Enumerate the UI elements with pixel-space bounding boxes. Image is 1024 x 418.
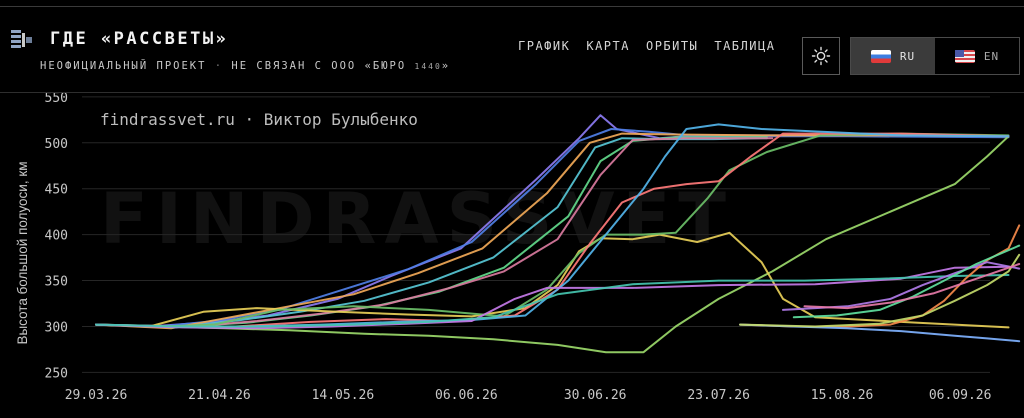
nav-link-map[interactable]: КАРТА (586, 39, 630, 53)
main-nav: ГРАФИК КАРТА ОРБИТЫ ТАБЛИЦА (518, 39, 775, 53)
subtitle-number: 1440 (414, 62, 442, 71)
nav-link-table[interactable]: ТАБЛИЦА (714, 39, 776, 53)
satellite-series-line-9[interactable] (95, 132, 1010, 328)
x-tick-label: 15.08.26 (811, 388, 874, 403)
satellite-series-line-16[interactable] (739, 253, 1021, 328)
satellite-series-line-7[interactable] (95, 135, 1010, 354)
nav-link-orbits[interactable]: ОРБИТЫ (645, 39, 699, 53)
x-tick-label: 21.04.26 (188, 388, 251, 403)
x-tick-label: 30.06.26 (564, 388, 627, 403)
language-switch: RU EN (850, 37, 1020, 75)
satellite-series-line-10[interactable] (95, 132, 1010, 328)
y-tick-label: 550 (45, 93, 68, 106)
subtitle-disclaimer: НЕ СВЯЗАН С ООО «БЮРО (231, 60, 407, 72)
ru-flag-icon (870, 49, 891, 63)
site-subtitle: НЕОФИЦИАЛЬНЫЙ ПРОЕКТ · НЕ СВЯЗАН С ООО «… (40, 60, 450, 72)
semi-major-axis-chart: FINDRASSVET 250 300 350 400 450 500 550 29.03.… (15, 93, 1021, 403)
y-axis-label: Высота большой полуоси, км (15, 161, 30, 344)
satellite-series-line-3[interactable] (95, 132, 1010, 330)
lang-en-button[interactable]: EN (935, 38, 1019, 74)
satellite-series-line-15[interactable] (739, 323, 1021, 343)
chart-watermark: FINDRASSVET (100, 178, 734, 260)
lang-ru-button[interactable]: RU (851, 38, 935, 74)
subtitle-main: НЕОФИЦИАЛЬНЫЙ ПРОЕКТ (40, 60, 207, 72)
y-tick-label: 300 (45, 320, 68, 335)
x-tick-label: 06.06.26 (435, 388, 498, 403)
y-tick-label: 250 (45, 366, 68, 381)
site-title[interactable]: ГДЕ «РАССВЕТЫ» (50, 29, 229, 49)
satellite-series-line-12[interactable] (95, 265, 1010, 330)
y-tick-label: 500 (45, 137, 68, 152)
top-border (0, 6, 1024, 7)
header-divider (0, 92, 1024, 93)
x-tick-labels: 29.03.26 21.04.26 14.05.26 06.06.26 30.06.26… (65, 388, 992, 403)
us-flag-icon (954, 49, 975, 63)
chart-annotation: findrassvet.ru · Виктор Булыбенко (100, 110, 418, 129)
y-tick-label: 450 (45, 183, 68, 198)
y-tick-label: 400 (45, 229, 68, 244)
subtitle-end: » (441, 60, 451, 72)
sun-icon (811, 46, 831, 66)
x-tick-label: 23.07.26 (687, 388, 750, 403)
lang-en-label: EN (983, 49, 1000, 63)
lang-ru-label: RU (899, 49, 916, 63)
y-tick-label: 350 (45, 275, 68, 290)
satellite-series-line-6[interactable] (95, 137, 774, 328)
y-gridlines (82, 96, 990, 373)
x-tick-label: 14.05.26 (312, 388, 375, 403)
satellite-series-line-19[interactable] (803, 263, 1021, 310)
x-tick-label: 29.03.26 (65, 388, 128, 403)
subtitle-separator: · (214, 60, 224, 72)
nav-link-chart[interactable]: ГРАФИК (518, 39, 571, 53)
series-lines (95, 114, 1021, 354)
satellite-icon[interactable] (8, 27, 34, 55)
site-header: ГДЕ «РАССВЕТЫ» НЕОФИЦИАЛЬНЫЙ ПРОЕКТ · НЕ… (0, 7, 1024, 87)
theme-toggle-button[interactable] (802, 37, 840, 75)
satellite-series-line-13[interactable] (95, 274, 1010, 328)
x-tick-label: 06.09.26 (929, 388, 992, 403)
y-tick-labels: 250 300 350 400 450 500 550 (45, 93, 68, 381)
